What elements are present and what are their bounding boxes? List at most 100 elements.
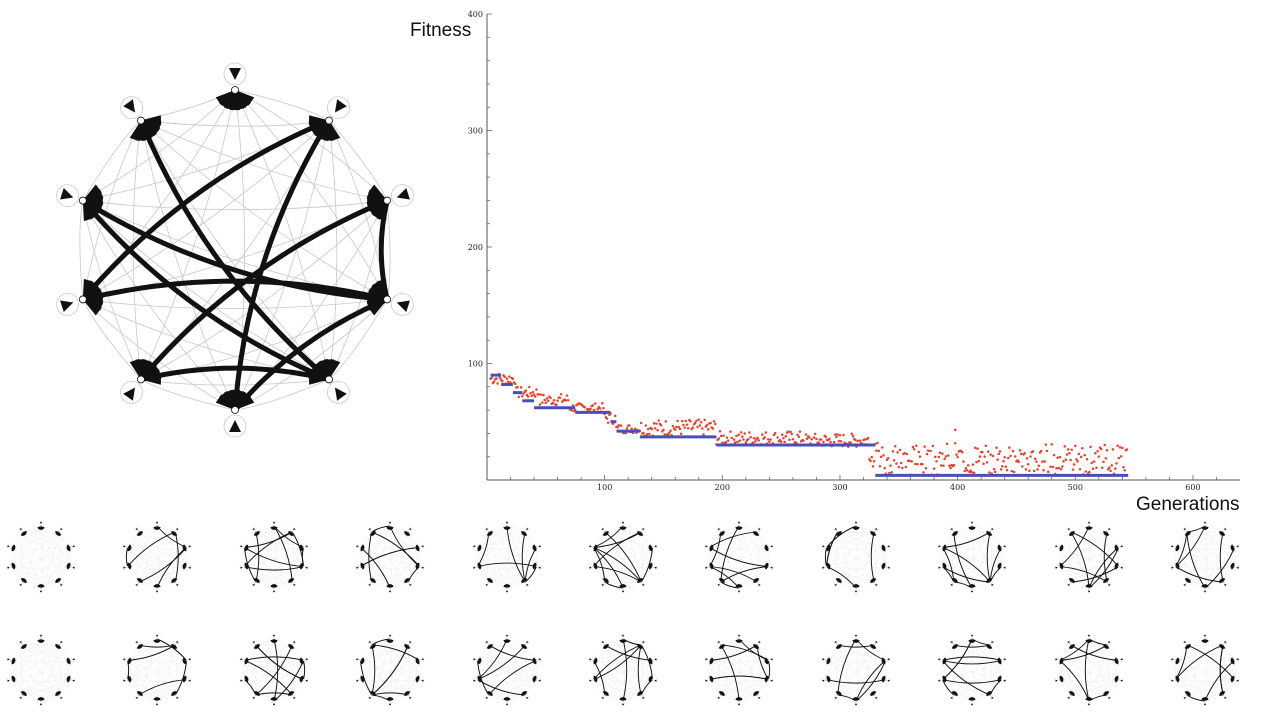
node-dot [1233, 546, 1236, 549]
arrowhead [22, 578, 26, 583]
node-dot [407, 581, 410, 583]
self-loop [1106, 527, 1111, 532]
network-node [950, 691, 958, 700]
self-loop [291, 640, 296, 645]
arrowhead [360, 676, 365, 680]
faint-edge [826, 566, 886, 569]
node-dot [418, 678, 421, 681]
arrowhead [1236, 566, 1239, 569]
fitness-point [766, 438, 770, 441]
bold-edge [243, 566, 304, 571]
network-node [589, 675, 598, 683]
node-dot [873, 644, 875, 646]
faint-edge [1070, 644, 1119, 661]
arrowhead [172, 644, 176, 649]
faint-edge [244, 531, 256, 548]
faint-edge [157, 582, 176, 589]
arrowhead [171, 531, 176, 535]
fitness-point [1101, 466, 1104, 470]
fitness-point [984, 444, 988, 448]
node-dot [291, 644, 293, 646]
y-tick-label: 300 [468, 127, 483, 136]
node-dot [69, 678, 72, 681]
arrowhead [1114, 547, 1119, 551]
self-loop [58, 695, 64, 700]
arrowhead [371, 644, 376, 648]
node-dot [476, 546, 478, 549]
network-node [619, 697, 627, 706]
bold-edge [720, 581, 740, 589]
arrowhead [852, 639, 856, 643]
arrowhead [736, 526, 740, 530]
x-tick-label: 400 [950, 483, 965, 492]
fitness-point [533, 395, 537, 398]
faint-edge [360, 547, 420, 567]
arrowhead [22, 531, 26, 536]
arrowhead [299, 660, 304, 664]
network-node [153, 584, 162, 593]
faint-edge [1186, 547, 1235, 583]
node-dot [325, 116, 333, 125]
arrowhead [521, 644, 525, 648]
node-dot [273, 525, 275, 527]
faint-edge [127, 547, 187, 550]
fitness-point [558, 396, 562, 400]
arrowhead [770, 679, 774, 682]
arrowhead [705, 679, 709, 682]
network-node [717, 640, 726, 649]
network-node [852, 697, 860, 706]
self-loop [990, 527, 995, 532]
node-dot [884, 678, 887, 681]
arrowhead [717, 640, 721, 644]
node-dot [756, 581, 759, 583]
faint-edge [1175, 679, 1235, 682]
faint-edge [360, 547, 391, 589]
faint-edge [22, 566, 71, 583]
arrowhead [972, 585, 976, 588]
faint-edge [255, 525, 274, 583]
faint-edge [837, 531, 856, 589]
arrowhead [735, 526, 740, 529]
faint-edge [488, 695, 507, 702]
arrowhead [826, 563, 830, 567]
arrowhead [1070, 581, 1075, 584]
self-loop [304, 678, 309, 683]
arrowhead [368, 200, 388, 217]
network-node [135, 640, 144, 649]
bold-edge [524, 566, 537, 583]
arrowhead [1066, 640, 1070, 644]
arrowhead [229, 68, 241, 80]
arrowhead [942, 544, 947, 548]
network-node [764, 562, 774, 570]
faint-edge [739, 531, 758, 589]
fitness-point [879, 455, 883, 459]
faint-edge [604, 582, 642, 584]
fitness-point [1091, 467, 1095, 470]
node-dot [873, 581, 875, 583]
arrowhead [11, 657, 16, 661]
faint-edge [604, 531, 642, 583]
arrowhead [1088, 639, 1093, 642]
fitness-point [535, 388, 538, 391]
node-dot [254, 581, 257, 583]
network-node [821, 544, 831, 552]
faint-edge [593, 547, 653, 550]
arrowhead [834, 527, 837, 531]
arrowhead [390, 584, 394, 588]
fitness-point [791, 438, 795, 441]
network-node [252, 640, 260, 649]
fitness-point [1061, 465, 1064, 468]
self-loop [1182, 640, 1188, 645]
bold-edge [1175, 566, 1224, 583]
arrowhead [396, 300, 410, 312]
arrowhead [183, 562, 187, 567]
arrowhead [593, 675, 597, 680]
faint-edge [390, 695, 409, 702]
arrowhead [765, 562, 769, 567]
arrowhead [239, 566, 243, 569]
node-dot [1087, 700, 1090, 702]
node-dot [825, 565, 828, 568]
fitness-point [662, 428, 665, 432]
fitness-point [905, 452, 909, 456]
faint-edge [139, 525, 158, 583]
